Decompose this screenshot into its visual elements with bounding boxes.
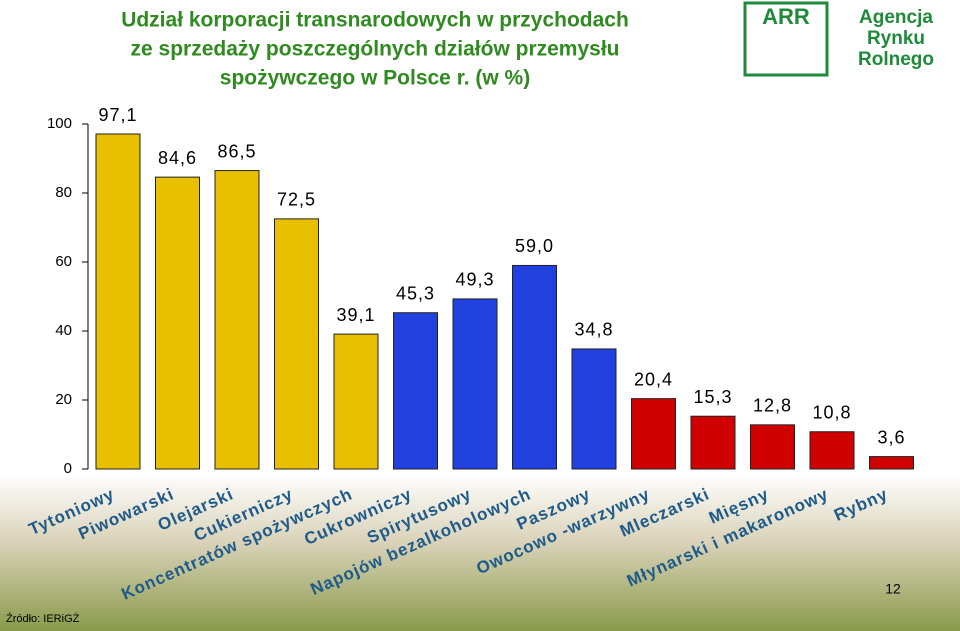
bar bbox=[452, 298, 498, 470]
value-label: 15,3 bbox=[693, 387, 732, 407]
value-label: 59,0 bbox=[515, 236, 554, 256]
value-label: 49,3 bbox=[455, 270, 494, 290]
value-label: 20,4 bbox=[634, 369, 673, 389]
bar bbox=[95, 133, 141, 470]
logo-mark: ARR bbox=[762, 4, 810, 29]
bar bbox=[571, 348, 617, 470]
source: Źródło: IERiGŻ bbox=[6, 612, 80, 625]
value-label: 3,6 bbox=[877, 427, 905, 447]
bar bbox=[274, 218, 319, 470]
value-label: 84,6 bbox=[158, 148, 197, 168]
bar bbox=[512, 264, 557, 470]
value-label: 45,3 bbox=[396, 283, 435, 303]
bar bbox=[750, 424, 795, 470]
bar bbox=[214, 170, 260, 470]
value-label: 10,8 bbox=[812, 402, 851, 422]
y-tick-label: 20 bbox=[55, 391, 72, 408]
logo-text: Rynku bbox=[867, 28, 925, 49]
y-tick-label: 80 bbox=[55, 184, 72, 201]
page-number: 12 bbox=[885, 581, 901, 597]
value-label: 97,1 bbox=[98, 105, 137, 125]
value-label: 34,8 bbox=[574, 320, 613, 340]
bar bbox=[809, 431, 855, 470]
bar bbox=[333, 333, 379, 470]
bar bbox=[690, 415, 736, 470]
value-label: 86,5 bbox=[217, 141, 256, 161]
bar bbox=[155, 176, 200, 470]
logo-text: Agencja bbox=[859, 7, 933, 28]
value-label: 39,1 bbox=[336, 305, 375, 325]
logo-frame bbox=[743, 1, 829, 77]
value-label: 72,5 bbox=[277, 190, 316, 210]
logo: ARR Agencja Rynku Rolnego bbox=[743, 1, 934, 77]
chart-title: Udział korporacji transnarodowych w przy… bbox=[121, 9, 629, 32]
y-tick-label: 60 bbox=[55, 253, 72, 270]
chart-title: ze sprzedaży poszczególnych działów prze… bbox=[131, 38, 620, 61]
value-label: 12,8 bbox=[753, 396, 792, 416]
bar bbox=[869, 456, 914, 470]
bar bbox=[631, 398, 676, 470]
chart-title: spożywczego w Polsce r. (w %) bbox=[220, 67, 530, 90]
y-tick-label: 100 bbox=[47, 115, 72, 132]
bar bbox=[393, 312, 438, 470]
y-tick-label: 40 bbox=[55, 322, 72, 339]
y-tick-label: 0 bbox=[64, 460, 72, 477]
logo-text: Rolnego bbox=[858, 49, 934, 70]
